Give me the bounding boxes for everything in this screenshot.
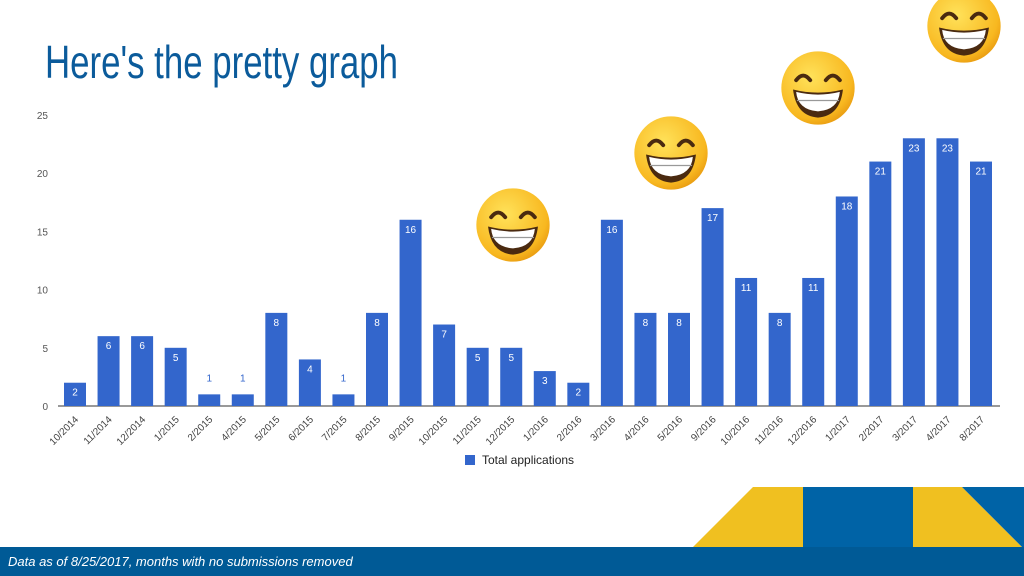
bar [835,196,858,406]
bar-value-label: 2 [576,388,582,399]
yellow-block [913,487,1022,547]
y-tick-label: 20 [37,169,49,180]
y-tick-label: 0 [42,402,48,413]
bar [500,347,523,406]
bar-value-label: 16 [405,225,417,236]
bar [265,312,288,406]
bar [64,382,86,406]
bar [802,277,825,406]
bar-value-label: 8 [274,318,280,329]
bar [164,347,187,406]
bar [600,219,623,406]
legend-label: Total applications [482,453,574,467]
bar-value-label: 1 [206,373,212,384]
bar-value-label: 11 [741,283,752,294]
bar [366,312,388,406]
bar-value-label: 5 [173,353,179,364]
y-tick-label: 15 [37,227,49,238]
bar-value-label: 21 [975,167,987,178]
bar-value-label: 11 [808,283,819,294]
bar-value-label: 6 [106,341,112,352]
bar-value-label: 5 [508,353,514,364]
bar [668,312,690,406]
page-title: Here's the pretty graph [45,36,398,88]
grinning-face-emoji-icon [474,186,552,264]
bar [634,312,657,406]
bar-value-label: 7 [441,330,447,341]
bar [936,138,959,406]
grinning-face-emoji-icon [925,0,1003,65]
bar [97,336,120,406]
yellow-trapezoid [693,487,803,547]
blue-block [803,487,913,547]
bar-value-label: 8 [676,318,682,329]
y-tick-label: 5 [42,344,48,355]
page-title-svg: Here's the pretty graph [45,36,398,88]
y-axis: 0 5 10 15 20 25 [37,111,49,413]
bar-value-label: 21 [875,167,887,178]
bar-value-label: 23 [942,143,954,154]
grinning-face-emoji-icon [632,114,710,192]
blue-triangle [962,487,1024,547]
grinning-face-emoji-icon [779,49,857,127]
bar [198,394,221,406]
footer-note: Data as of 8/25/2017, months with no sub… [8,554,353,569]
bar [399,219,422,406]
bar [869,161,892,406]
bar-value-label: 16 [606,225,618,236]
bar-value-label: 5 [475,353,481,364]
bar [433,324,456,406]
bar-value-label: 23 [908,143,920,154]
y-tick-label: 25 [37,111,49,122]
bar [970,161,992,406]
bar [131,336,154,406]
bar [735,277,758,406]
bar [231,394,254,406]
bar-value-label: 4 [307,364,313,375]
bar [567,382,590,406]
bar-value-label: 8 [374,318,380,329]
bar-value-label: 1 [341,373,347,384]
bar [768,312,791,406]
bar [332,394,355,406]
legend-swatch [465,455,475,465]
bar [533,371,556,406]
y-tick-label: 10 [37,286,49,297]
bar [298,359,321,406]
bar-value-label: 2 [72,388,78,399]
bar [701,208,724,406]
bar-value-label: 8 [777,318,783,329]
bar [466,347,489,406]
bar-value-label: 6 [139,341,145,352]
bar-value-label: 1 [240,373,246,384]
bar-value-label: 17 [707,213,719,224]
bar-value-label: 3 [542,376,548,387]
bar-value-label: 8 [643,318,649,329]
footer-bar: Data as of 8/25/2017, months with no sub… [0,547,1024,576]
bar-value-label: 18 [841,201,853,212]
bar [902,138,925,406]
